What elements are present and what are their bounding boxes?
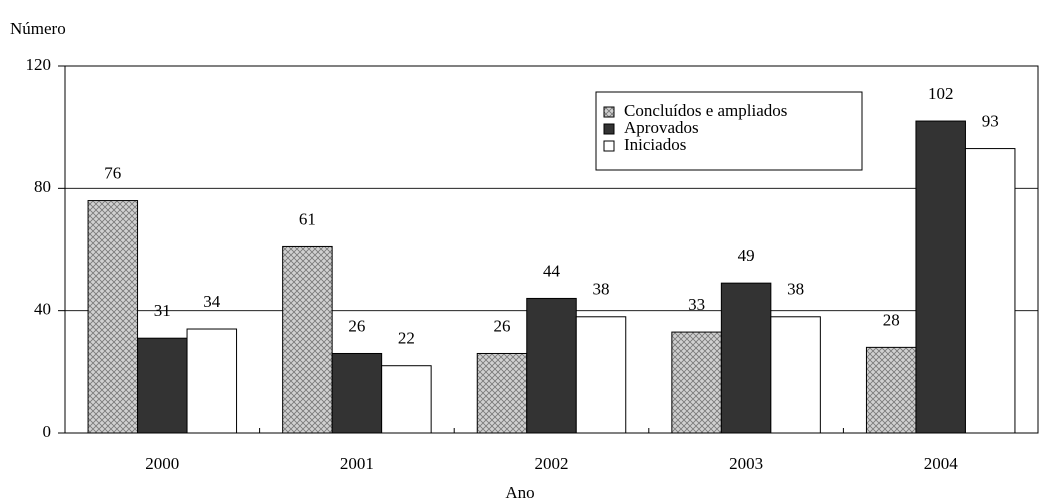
y-tick-label: 40 — [34, 300, 51, 319]
value-label: 26 — [348, 316, 365, 335]
y-axis-label: Número — [10, 19, 66, 38]
legend-swatch — [603, 123, 615, 135]
bar — [476, 352, 528, 434]
x-tick-label: 2002 — [535, 454, 569, 473]
legend-label: Iniciados — [624, 135, 686, 154]
bar — [282, 245, 333, 434]
bar — [575, 316, 627, 434]
legend-label: Concluídos e ampliados — [624, 101, 787, 120]
value-label: 93 — [982, 111, 999, 130]
x-tick-label: 2000 — [145, 454, 179, 473]
bar — [671, 331, 722, 434]
value-label: 22 — [398, 329, 415, 348]
value-label: 76 — [104, 163, 121, 182]
bar — [720, 282, 772, 434]
y-tick-label: 120 — [26, 55, 52, 74]
bar — [186, 328, 238, 434]
value-label: 44 — [543, 261, 561, 280]
bar — [137, 337, 188, 434]
bar — [87, 200, 139, 434]
bar — [770, 316, 821, 434]
legend-swatch — [603, 140, 615, 152]
value-label: 38 — [787, 280, 804, 299]
bar — [915, 120, 966, 434]
legend-label: Aprovados — [624, 118, 699, 137]
value-label: 26 — [494, 316, 511, 335]
bar — [526, 297, 577, 434]
value-label: 61 — [299, 209, 316, 228]
bar — [381, 365, 432, 434]
value-label: 34 — [203, 292, 221, 311]
value-label: 49 — [738, 246, 755, 265]
x-tick-label: 2003 — [729, 454, 763, 473]
legend-box — [595, 91, 863, 171]
legend-swatch — [603, 106, 615, 118]
value-label: 102 — [928, 84, 954, 103]
y-tick-label: 80 — [34, 177, 51, 196]
x-tick-label: 2004 — [924, 454, 959, 473]
value-label: 31 — [154, 301, 171, 320]
value-label: 28 — [883, 310, 900, 329]
value-label: 38 — [593, 280, 610, 299]
x-tick-label: 2001 — [340, 454, 374, 473]
x-axis-label: Ano — [505, 483, 534, 502]
y-tick-label: 0 — [43, 422, 52, 441]
value-label: 33 — [688, 295, 705, 314]
bar — [865, 346, 917, 434]
bar — [331, 352, 383, 434]
bar — [964, 148, 1016, 434]
